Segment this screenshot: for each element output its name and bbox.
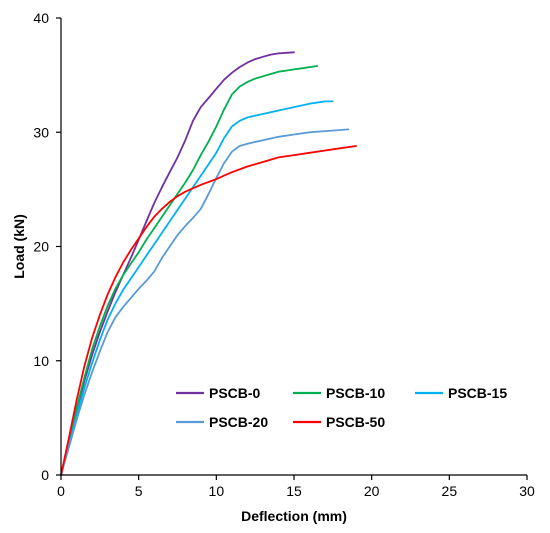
legend-label: PSCB-15 — [448, 385, 507, 401]
y-tick-label: 40 — [33, 10, 49, 26]
plot-lines — [60, 51, 357, 476]
legend-label: PSCB-10 — [326, 385, 385, 401]
legend-label: PSCB-0 — [209, 385, 261, 401]
y-tick-label: 0 — [41, 467, 49, 483]
x-tick-label: 20 — [364, 483, 380, 499]
y-axis-title: Load (kN) — [11, 214, 27, 279]
x-tick-label: 10 — [209, 483, 225, 499]
x-tick-label: 5 — [135, 483, 143, 499]
series-line-pscb-0 — [60, 51, 295, 476]
y-tick-label: 30 — [33, 124, 49, 140]
x-tick-label: 30 — [519, 483, 535, 499]
legend-label: PSCB-20 — [209, 414, 268, 430]
y-tick-label: 20 — [33, 239, 49, 255]
x-tick-label: 0 — [57, 483, 65, 499]
y-tick-label: 10 — [33, 353, 49, 369]
x-tick-label: 25 — [442, 483, 458, 499]
x-ticks: 0 5 10 15 20 25 30 — [57, 475, 535, 499]
legend: PSCB-0 PSCB-10 PSCB-15 PSCB-20 PSCB-50 — [176, 385, 507, 430]
legend-label: PSCB-50 — [326, 414, 385, 430]
series-line-pscb-15 — [60, 100, 334, 476]
x-tick-label: 15 — [286, 483, 302, 499]
axes — [60, 18, 527, 476]
y-ticks: 0 10 20 30 40 — [33, 10, 61, 483]
series-line-pscb-10 — [60, 65, 319, 476]
series-line-pscb-20 — [60, 128, 350, 476]
x-axis-title: Deflection (mm) — [241, 508, 347, 524]
series-line-pscb-50 — [60, 145, 357, 476]
